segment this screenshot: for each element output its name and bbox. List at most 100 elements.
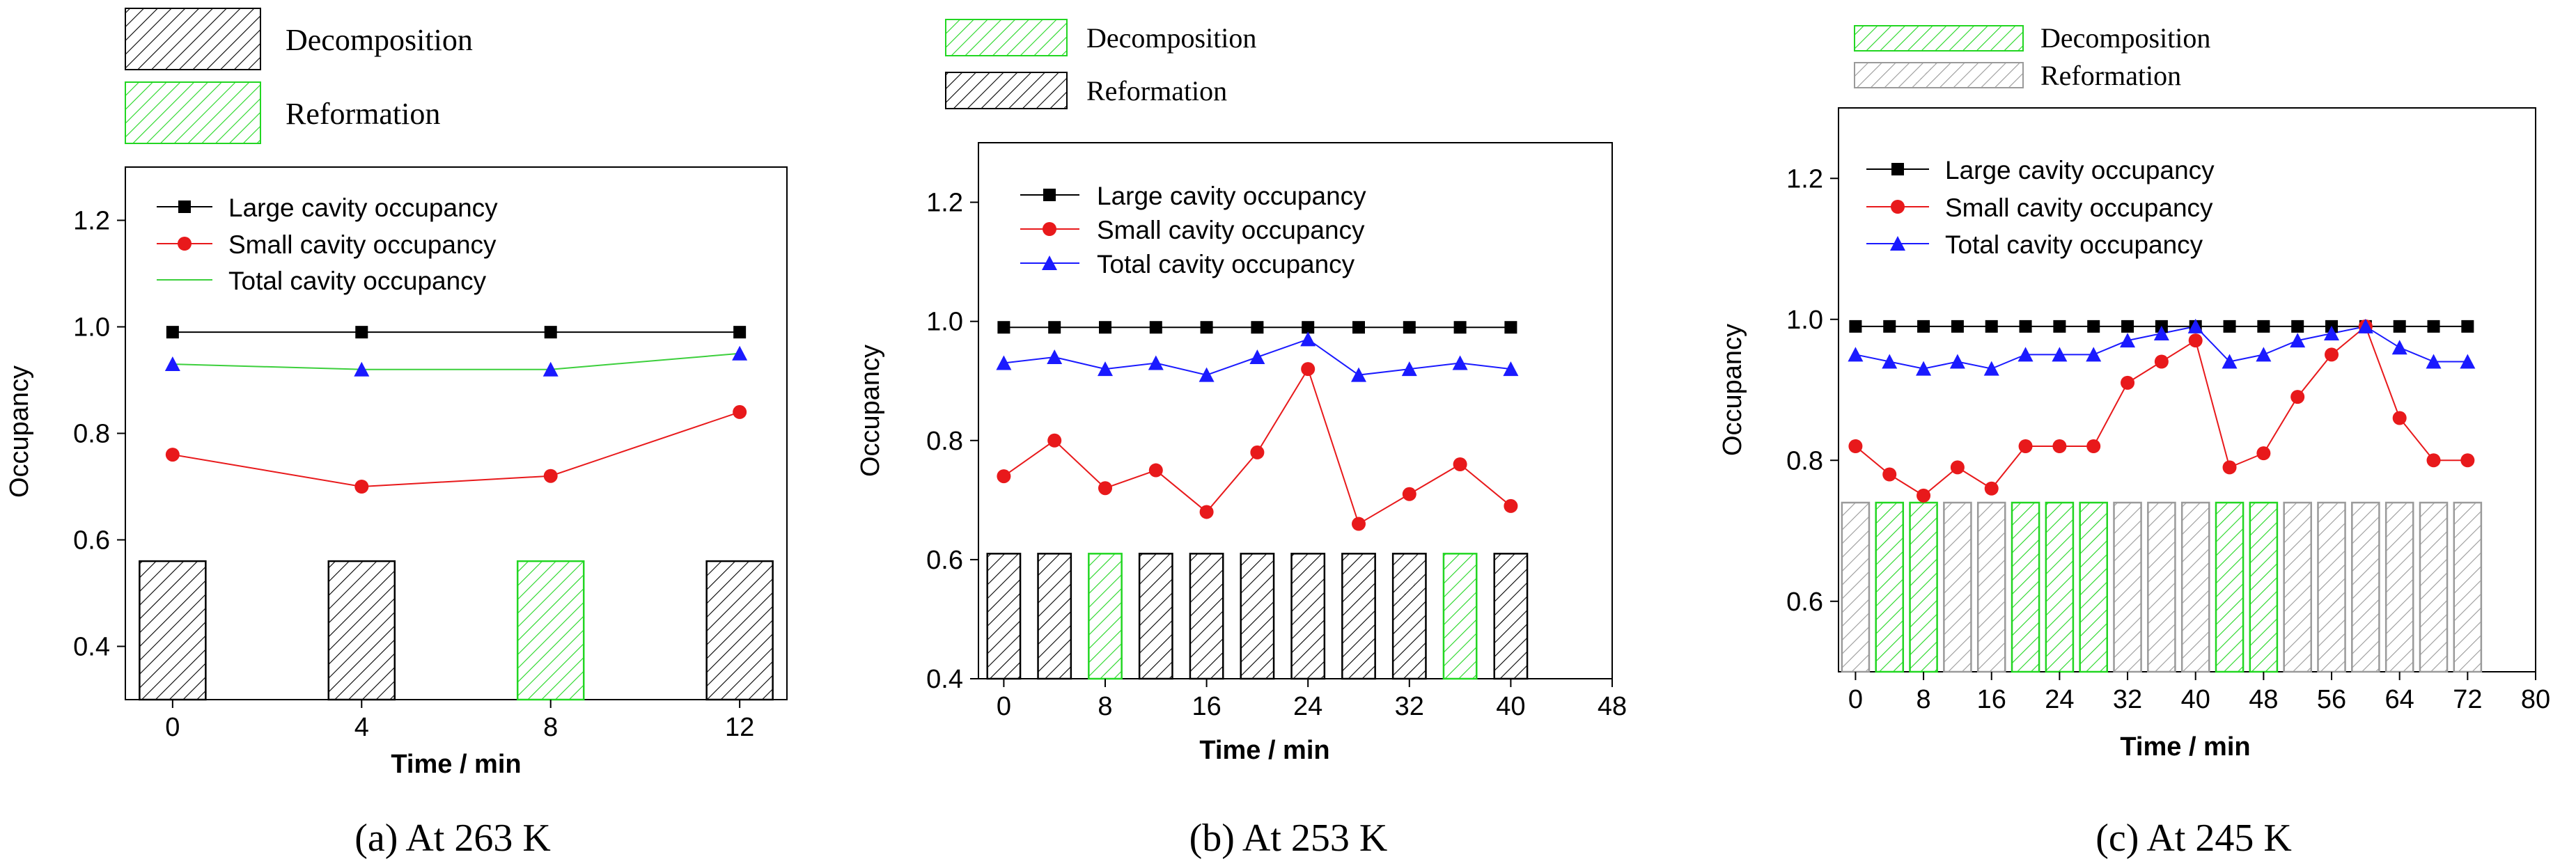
point-c-1-1 bbox=[1882, 467, 1897, 482]
x-tick-label-c-9: 72 bbox=[2453, 685, 2482, 714]
point-a-2-0 bbox=[164, 356, 180, 372]
series-legend-b: Large cavity occupancy Small cavity occu… bbox=[1020, 182, 1366, 278]
point-c-2-16 bbox=[2391, 340, 2407, 355]
point-c-0-8 bbox=[2121, 320, 2134, 333]
bar-legend-b-1-swatch bbox=[945, 72, 1068, 109]
point-b-1-6 bbox=[1301, 362, 1316, 377]
x-tick-label-c-2: 16 bbox=[1977, 685, 2006, 714]
x-tick-label-a-0: 0 bbox=[165, 713, 180, 742]
legend-c-large-label: Large cavity occupancy bbox=[1945, 156, 2215, 184]
point-c-1-0 bbox=[1848, 439, 1863, 453]
bar-b-10 bbox=[1493, 553, 1529, 680]
legend-b-large-label: Large cavity occupancy bbox=[1097, 182, 1366, 210]
y-tick-label-c-0: 0.6 bbox=[1786, 588, 1823, 617]
y-tick-label-b-3: 1.0 bbox=[926, 308, 963, 337]
x-tick-label-a-3: 12 bbox=[725, 713, 754, 742]
point-b-1-4 bbox=[1199, 505, 1214, 519]
bar-c-15 bbox=[2351, 501, 2380, 673]
y-tick-label-c-1: 0.8 bbox=[1786, 446, 1823, 475]
point-c-0-11 bbox=[2223, 320, 2236, 333]
series-legend-c: Large cavity occupancy Small cavity occu… bbox=[1866, 156, 2215, 259]
point-b-0-8 bbox=[1403, 321, 1416, 334]
point-a-0-1 bbox=[355, 326, 368, 339]
point-c-1-12 bbox=[2256, 446, 2271, 461]
point-a-1-1 bbox=[354, 480, 369, 494]
y-tick-label-a-3: 1.0 bbox=[73, 313, 110, 343]
point-c-2-7 bbox=[2086, 347, 2102, 362]
point-b-0-7 bbox=[1352, 321, 1365, 334]
point-c-2-14 bbox=[2324, 326, 2340, 340]
point-c-1-13 bbox=[2290, 390, 2305, 404]
point-b-0-10 bbox=[1504, 321, 1517, 334]
point-a-1-3 bbox=[733, 404, 747, 419]
point-c-0-5 bbox=[2019, 320, 2032, 333]
bar-b-0 bbox=[986, 553, 1022, 680]
point-b-0-5 bbox=[1251, 321, 1264, 334]
x-ticks-c: 0 8 16 24 32 40 48 56 64 72 80 bbox=[1848, 672, 2550, 714]
point-b-2-1 bbox=[1047, 349, 1063, 364]
bar-legend-a-0-swatch bbox=[125, 8, 261, 70]
bar-c-16 bbox=[2384, 501, 2414, 673]
bar-c-11 bbox=[2215, 501, 2245, 673]
y-tick-label-b-0: 0.4 bbox=[926, 665, 963, 694]
legend-c-total-label: Total cavity occupancy bbox=[1945, 230, 2203, 259]
point-c-2-9 bbox=[2153, 326, 2169, 340]
bar-c-8 bbox=[2113, 501, 2142, 673]
bar-b-2 bbox=[1088, 553, 1123, 680]
point-b-2-0 bbox=[996, 355, 1012, 370]
point-c-2-18 bbox=[2460, 354, 2476, 369]
x-tick-label-c-10: 80 bbox=[2521, 685, 2550, 714]
bar-a-3 bbox=[705, 560, 774, 701]
series-lines-c bbox=[1855, 325, 2468, 497]
x-tick-label-b-6: 48 bbox=[1598, 692, 1627, 721]
point-c-2-8 bbox=[2120, 333, 2136, 348]
bar-b-4 bbox=[1189, 553, 1224, 680]
point-c-2-5 bbox=[2017, 347, 2034, 362]
legend-b-small-label: Small cavity occupancy bbox=[1097, 216, 1365, 244]
point-c-1-10 bbox=[2188, 333, 2203, 348]
point-b-1-9 bbox=[1453, 457, 1467, 471]
bar-legend-a-1-label: Reformation bbox=[286, 97, 440, 131]
x-tick-label-c-5: 40 bbox=[2181, 685, 2210, 714]
series-markers-c bbox=[1848, 318, 2476, 503]
x-tick-label-b-5: 40 bbox=[1496, 692, 1525, 721]
point-b-2-3 bbox=[1148, 355, 1164, 370]
bar-legend-a-1-swatch bbox=[125, 81, 261, 144]
point-c-0-12 bbox=[2257, 320, 2270, 333]
point-c-1-8 bbox=[2121, 375, 2135, 390]
panel-b: Decomposition Reformation 0 8 16 24 32 40 48 0… bbox=[856, 19, 1627, 860]
point-c-0-18 bbox=[2461, 320, 2474, 333]
x-tick-label-c-4: 32 bbox=[2113, 685, 2142, 714]
bar-b-9 bbox=[1442, 553, 1478, 680]
x-tick-label-c-0: 0 bbox=[1848, 685, 1863, 714]
caption-a-text: At 263 K bbox=[405, 817, 550, 860]
point-c-2-17 bbox=[2426, 354, 2442, 369]
series-markers-b bbox=[996, 321, 1519, 531]
series-line-c-1 bbox=[1855, 325, 2468, 497]
bar-legend-b-1-label: Reformation bbox=[1086, 75, 1227, 107]
point-c-1-4 bbox=[1984, 481, 1999, 496]
x-tick-label-a-1: 4 bbox=[354, 713, 369, 742]
caption-a: (a) At 263 K bbox=[354, 817, 551, 860]
bar-c-1 bbox=[1875, 501, 1905, 673]
bar-c-9 bbox=[2147, 501, 2176, 673]
point-b-1-2 bbox=[1098, 481, 1112, 496]
y-tick-label-a-4: 1.2 bbox=[73, 207, 110, 236]
point-b-2-7 bbox=[1351, 367, 1366, 382]
legend-c-large-marker bbox=[1891, 163, 1904, 175]
point-c-0-16 bbox=[2393, 320, 2406, 333]
bar-legend-c-1-swatch bbox=[1854, 62, 2024, 88]
point-b-1-1 bbox=[1047, 433, 1062, 448]
point-a-0-3 bbox=[733, 326, 747, 339]
point-c-1-2 bbox=[1917, 488, 1931, 503]
caption-c-text: At 245 K bbox=[2146, 817, 2291, 860]
point-a-1-2 bbox=[543, 469, 558, 483]
bar-b-6 bbox=[1290, 553, 1326, 680]
bar-b-5 bbox=[1240, 553, 1275, 680]
point-c-0-2 bbox=[1917, 320, 1930, 333]
bar-c-18 bbox=[2453, 501, 2483, 673]
bar-legend-a-0-label: Decomposition bbox=[286, 23, 473, 57]
point-a-2-1 bbox=[354, 361, 370, 377]
point-b-2-2 bbox=[1098, 361, 1113, 377]
